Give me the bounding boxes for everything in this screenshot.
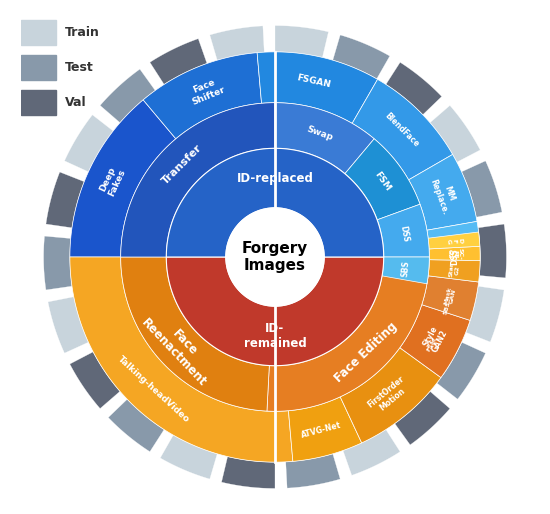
Text: SBS: SBS: [401, 260, 411, 277]
Polygon shape: [437, 342, 486, 399]
Polygon shape: [288, 397, 362, 462]
Text: SC-
FE
G2: SC- FE G2: [446, 248, 463, 260]
Polygon shape: [343, 430, 400, 475]
Text: FSM: FSM: [426, 336, 438, 352]
Text: Face Editing: Face Editing: [332, 320, 399, 385]
Polygon shape: [150, 39, 207, 84]
Polygon shape: [120, 103, 275, 257]
Polygon shape: [166, 149, 384, 257]
Polygon shape: [257, 52, 377, 123]
Polygon shape: [352, 79, 453, 180]
Text: DSS: DSS: [399, 225, 410, 243]
Polygon shape: [427, 222, 480, 292]
FancyBboxPatch shape: [21, 90, 56, 115]
Polygon shape: [430, 105, 480, 162]
Polygon shape: [429, 246, 480, 261]
Text: DSS: DSS: [450, 249, 459, 265]
Polygon shape: [417, 284, 477, 337]
Polygon shape: [222, 456, 275, 488]
Polygon shape: [70, 257, 293, 462]
Text: SBS: SBS: [443, 301, 452, 316]
Polygon shape: [70, 352, 120, 409]
Text: FSM: FSM: [373, 170, 393, 193]
Text: Talking-headVideo: Talking-headVideo: [116, 355, 191, 425]
Polygon shape: [345, 139, 420, 220]
Polygon shape: [333, 35, 390, 79]
Polygon shape: [400, 305, 470, 378]
Polygon shape: [100, 69, 155, 123]
Polygon shape: [48, 297, 89, 353]
Polygon shape: [275, 26, 328, 58]
Polygon shape: [428, 232, 480, 249]
Polygon shape: [428, 260, 480, 282]
FancyBboxPatch shape: [21, 21, 56, 45]
Polygon shape: [70, 100, 176, 257]
Text: Face
Shifter: Face Shifter: [186, 75, 226, 106]
Polygon shape: [422, 276, 478, 320]
Polygon shape: [160, 435, 217, 479]
Polygon shape: [409, 154, 477, 230]
Polygon shape: [340, 347, 441, 443]
Polygon shape: [120, 257, 270, 411]
Polygon shape: [461, 161, 502, 217]
Polygon shape: [377, 204, 430, 257]
Polygon shape: [402, 317, 464, 375]
Polygon shape: [64, 115, 113, 172]
Polygon shape: [46, 172, 84, 228]
Polygon shape: [108, 399, 164, 452]
Polygon shape: [210, 26, 264, 60]
Text: Deep
Fakes: Deep Fakes: [97, 164, 127, 198]
Text: Face
Reenactment: Face Reenactment: [139, 306, 220, 389]
Text: FSGAN: FSGAN: [296, 74, 332, 89]
Text: Transfer: Transfer: [160, 142, 204, 186]
Text: BlendFace: BlendFace: [383, 111, 421, 149]
Text: ID-
remained: ID- remained: [244, 322, 306, 350]
Polygon shape: [382, 257, 430, 284]
Text: Train: Train: [64, 26, 100, 39]
Text: Val: Val: [64, 96, 86, 109]
Polygon shape: [386, 62, 442, 115]
Polygon shape: [143, 52, 262, 139]
Polygon shape: [478, 224, 507, 278]
Polygon shape: [395, 391, 450, 445]
Text: D
F
G: D F G: [446, 238, 463, 245]
Text: Star
G2: Star G2: [448, 262, 460, 278]
Text: Forgery
Images: Forgery Images: [242, 241, 308, 273]
Text: Swap: Swap: [306, 124, 334, 142]
Text: ID-replaced: ID-replaced: [236, 172, 314, 185]
Text: Mask
GAN: Mask GAN: [443, 286, 458, 306]
Text: FirstOrder
Motion: FirstOrder Motion: [366, 374, 412, 417]
Text: Test: Test: [64, 61, 94, 74]
Polygon shape: [275, 103, 374, 174]
Polygon shape: [43, 236, 72, 290]
Text: MM
Replace.: MM Replace.: [428, 175, 459, 216]
Circle shape: [226, 208, 324, 306]
Polygon shape: [267, 257, 430, 411]
Text: Style
GAN2: Style GAN2: [421, 323, 449, 354]
Polygon shape: [466, 286, 504, 342]
Polygon shape: [286, 454, 340, 488]
Text: ATVG-Net: ATVG-Net: [300, 421, 343, 440]
FancyBboxPatch shape: [21, 56, 56, 80]
Polygon shape: [166, 257, 384, 365]
